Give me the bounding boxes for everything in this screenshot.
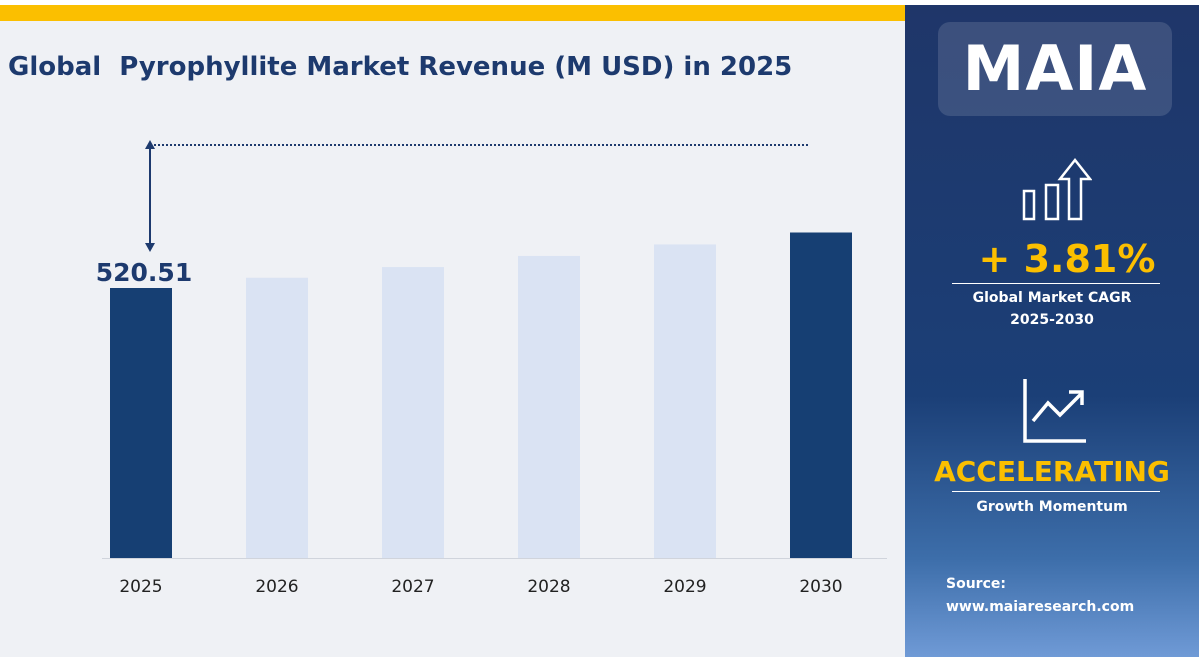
- data-label: 520.51: [96, 258, 192, 287]
- x-tick-label: 2027: [391, 577, 434, 597]
- bar-2025: [110, 288, 172, 558]
- sidebar-panel: MAIA + 3.81% Global Market CAGR 2025-203…: [905, 5, 1199, 657]
- momentum-label: Growth Momentum: [976, 499, 1128, 515]
- page-title: Global Pyrophyllite Market Revenue (M US…: [8, 52, 793, 82]
- top-accent-bar: [0, 5, 905, 21]
- source-url[interactable]: www.maiaresearch.com: [946, 599, 1135, 615]
- cagr-value: + 3.81%: [978, 237, 1156, 281]
- bar-2027: [382, 267, 444, 558]
- x-tick-label: 2030: [799, 577, 842, 597]
- bar-2028: [518, 255, 580, 558]
- divider: [952, 491, 1160, 492]
- x-tick-label: 2028: [527, 577, 570, 597]
- x-tick-label: 2025: [119, 577, 162, 597]
- bar-chart: 2025 520.51 2026 2027 2028 2029 2030: [96, 140, 887, 597]
- source-label: Source:: [946, 576, 1006, 592]
- bar-2030: [790, 232, 852, 558]
- source: Source: www.maiaresearch.com: [946, 573, 1134, 619]
- logo: MAIA: [938, 22, 1172, 116]
- cagr-period: 2025-2030: [1010, 312, 1094, 328]
- momentum-value: ACCELERATING: [934, 455, 1170, 488]
- line-chart-trend-icon: [1023, 379, 1086, 443]
- divider: [952, 283, 1160, 284]
- bar-2026: [246, 277, 308, 558]
- cagr-label: Global Market CAGR: [972, 290, 1132, 306]
- bar-chart-up-arrow-icon: [1022, 157, 1092, 221]
- bar-2029: [654, 244, 716, 558]
- x-tick-label: 2029: [663, 577, 706, 597]
- x-tick-label: 2026: [255, 577, 298, 597]
